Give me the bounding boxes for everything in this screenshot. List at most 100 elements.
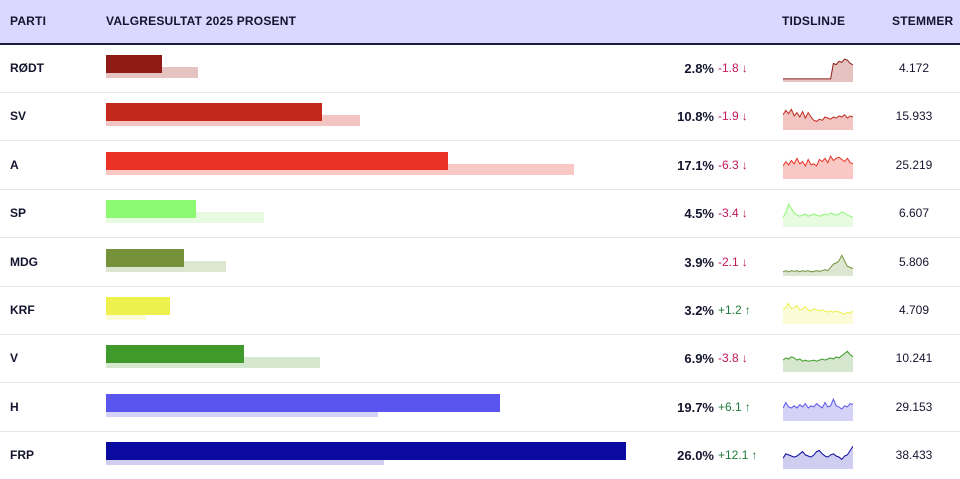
sparkline-line (783, 203, 853, 218)
change-value: -1.8 (718, 61, 739, 75)
current-result-bar (106, 442, 626, 461)
table-row: SV 10.8% -1.9 ↓ 15.933 (0, 92, 960, 142)
arrow-up-icon: ↑ (744, 399, 751, 414)
percent-label: 17.1% (677, 157, 714, 173)
sparkline-area (783, 351, 853, 373)
bar-area (106, 334, 666, 382)
change-value: +6.1 (718, 399, 742, 414)
sparkline-area (783, 109, 853, 131)
bar-area (106, 286, 666, 334)
sparkline-area (783, 155, 853, 179)
votes-value: 6.607 (898, 206, 930, 221)
sparkline-area (783, 254, 853, 276)
change-label: -3.8 ↓ (718, 351, 774, 365)
bar-area (106, 431, 666, 479)
table-row: H 19.7% +6.1 ↑ 29.153 (0, 383, 960, 432)
party-name: SP (10, 206, 27, 221)
sparkline-line (783, 108, 853, 123)
party-name: A (10, 157, 19, 172)
change-label: -1.9 ↓ (718, 109, 774, 123)
arrow-down-icon: ↓ (741, 157, 748, 172)
bar-area (106, 189, 666, 237)
percent-label: 3.2% (684, 303, 714, 318)
timeline-sparkline (783, 446, 853, 470)
arrow-down-icon: ↓ (741, 61, 748, 75)
percent-label: 3.9% (684, 254, 714, 270)
change-label: -6.3 ↓ (718, 158, 774, 172)
table-row: SP 4.5% -3.4 ↓ 6.607 (0, 189, 960, 239)
sparkline-line (783, 154, 853, 167)
votes-value: 5.806 (898, 254, 930, 269)
sparkline-line (783, 58, 853, 80)
timeline-sparkline (783, 58, 853, 82)
current-result-bar (106, 393, 500, 412)
change-value: -6.3 (718, 157, 739, 172)
bar-area (106, 92, 666, 140)
percent-label: 10.8% (677, 109, 714, 125)
party-name: KRF (10, 303, 35, 317)
header-votes: STEMMER (892, 14, 954, 28)
party-name: MDG (10, 254, 38, 269)
sparkline-line (783, 302, 853, 315)
party-name: V (10, 351, 19, 366)
timeline-sparkline (783, 397, 853, 421)
timeline-sparkline (783, 203, 853, 228)
party-name: RØDT (10, 61, 44, 75)
sparkline-line (783, 397, 853, 410)
sparkline-line (783, 350, 853, 363)
change-value: -2.1 (718, 254, 739, 269)
current-result-bar (106, 103, 322, 122)
sparkline-line (783, 253, 853, 272)
sparkline-area (783, 398, 853, 421)
timeline-sparkline (783, 302, 853, 324)
current-result-bar (106, 345, 244, 364)
change-label: -3.4 ↓ (718, 206, 774, 220)
arrow-up-icon: ↑ (744, 303, 751, 317)
sparkline-area (783, 446, 853, 470)
table-header: PARTI VALGRESULTAT 2025 PROSENT TIDSLINJ… (0, 0, 960, 45)
table-row: KRF 3.2% +1.2 ↑ 4.709 (0, 286, 960, 335)
bar-area (106, 383, 666, 431)
header-timeline: TIDSLINJE (782, 14, 846, 28)
change-label: +12.1 ↑ (718, 448, 774, 462)
timeline-sparkline (783, 253, 853, 276)
current-result-bar (106, 55, 162, 73)
sparkline-line (783, 446, 853, 461)
change-value: +12.1 (718, 448, 749, 463)
bar-area (106, 238, 666, 286)
change-value: +1.2 (718, 303, 742, 317)
arrow-down-icon: ↓ (741, 206, 748, 221)
percent-label: 6.9% (684, 351, 714, 367)
current-result-bar (106, 151, 448, 170)
bar-area (106, 141, 666, 189)
change-value: -1.9 (718, 109, 739, 124)
arrow-down-icon: ↓ (741, 351, 748, 366)
party-name: FRP (10, 448, 34, 463)
votes-value: 15.933 (895, 109, 933, 124)
header-party: PARTI (10, 14, 47, 28)
votes-value: 38.433 (895, 448, 933, 463)
percent-label: 4.5% (684, 206, 714, 222)
arrow-down-icon: ↓ (741, 109, 748, 124)
arrow-down-icon: ↓ (741, 254, 748, 269)
party-name: SV (10, 109, 27, 124)
votes-value: 25.219 (895, 157, 933, 172)
votes-value: 4.709 (898, 303, 930, 317)
votes-value: 4.172 (898, 61, 930, 75)
timeline-sparkline (783, 154, 853, 179)
sparkline-area (783, 303, 853, 324)
current-result-bar (106, 200, 196, 219)
current-result-bar (106, 248, 184, 267)
arrow-up-icon: ↑ (751, 448, 758, 463)
percent-label: 26.0% (677, 448, 714, 464)
change-label: -2.1 ↓ (718, 255, 774, 269)
table-row: FRP 26.0% +12.1 ↑ 38.433 (0, 431, 960, 479)
timeline-sparkline (783, 108, 853, 131)
header-result: VALGRESULTAT 2025 PROSENT (106, 14, 297, 28)
change-value: -3.8 (718, 351, 739, 366)
table-row: MDG 3.9% -2.1 ↓ 5.806 (0, 238, 960, 287)
sparkline-area (783, 204, 853, 228)
table-row: A 17.1% -6.3 ↓ 25.219 (0, 141, 960, 190)
percent-label: 19.7% (677, 399, 714, 415)
change-label: -1.8 ↓ (718, 61, 774, 75)
